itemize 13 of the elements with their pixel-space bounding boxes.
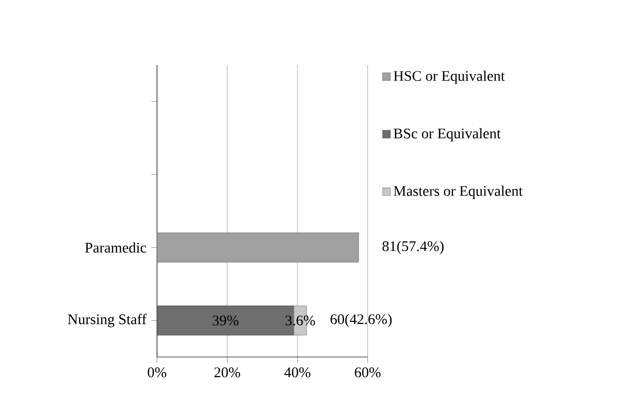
y-tick-label: Paramedic bbox=[85, 242, 146, 253]
total-label: 60(42.6%) bbox=[330, 314, 392, 328]
data-label: 3.6% bbox=[286, 316, 316, 326]
y-tick-label: Nursing Staff bbox=[68, 314, 147, 328]
data-label: 39% bbox=[212, 316, 238, 326]
legend-label: HSC or Equivalent bbox=[394, 70, 505, 84]
legend-label: BSc or Equivalent bbox=[394, 128, 501, 142]
legend-label: Masters or Equivalent bbox=[394, 186, 523, 199]
x-tick-label: 60% bbox=[354, 367, 381, 378]
x-tick-label: 20% bbox=[214, 367, 240, 378]
x-tick-label: 0% bbox=[148, 367, 166, 378]
x-tick-label: 40% bbox=[284, 367, 310, 378]
total-label: 81(57.4%) bbox=[382, 240, 444, 254]
